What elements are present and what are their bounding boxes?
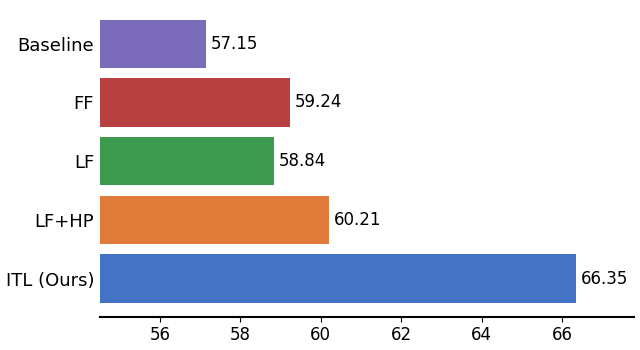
Bar bbox=[100, 20, 206, 68]
Text: 66.35: 66.35 bbox=[581, 270, 628, 287]
Text: 59.24: 59.24 bbox=[295, 93, 342, 111]
Text: 57.15: 57.15 bbox=[211, 35, 259, 53]
Bar bbox=[100, 254, 576, 303]
Text: 58.84: 58.84 bbox=[279, 152, 326, 170]
Bar bbox=[100, 137, 274, 185]
Bar bbox=[100, 196, 329, 244]
Text: 60.21: 60.21 bbox=[334, 211, 381, 229]
Bar bbox=[100, 78, 290, 126]
